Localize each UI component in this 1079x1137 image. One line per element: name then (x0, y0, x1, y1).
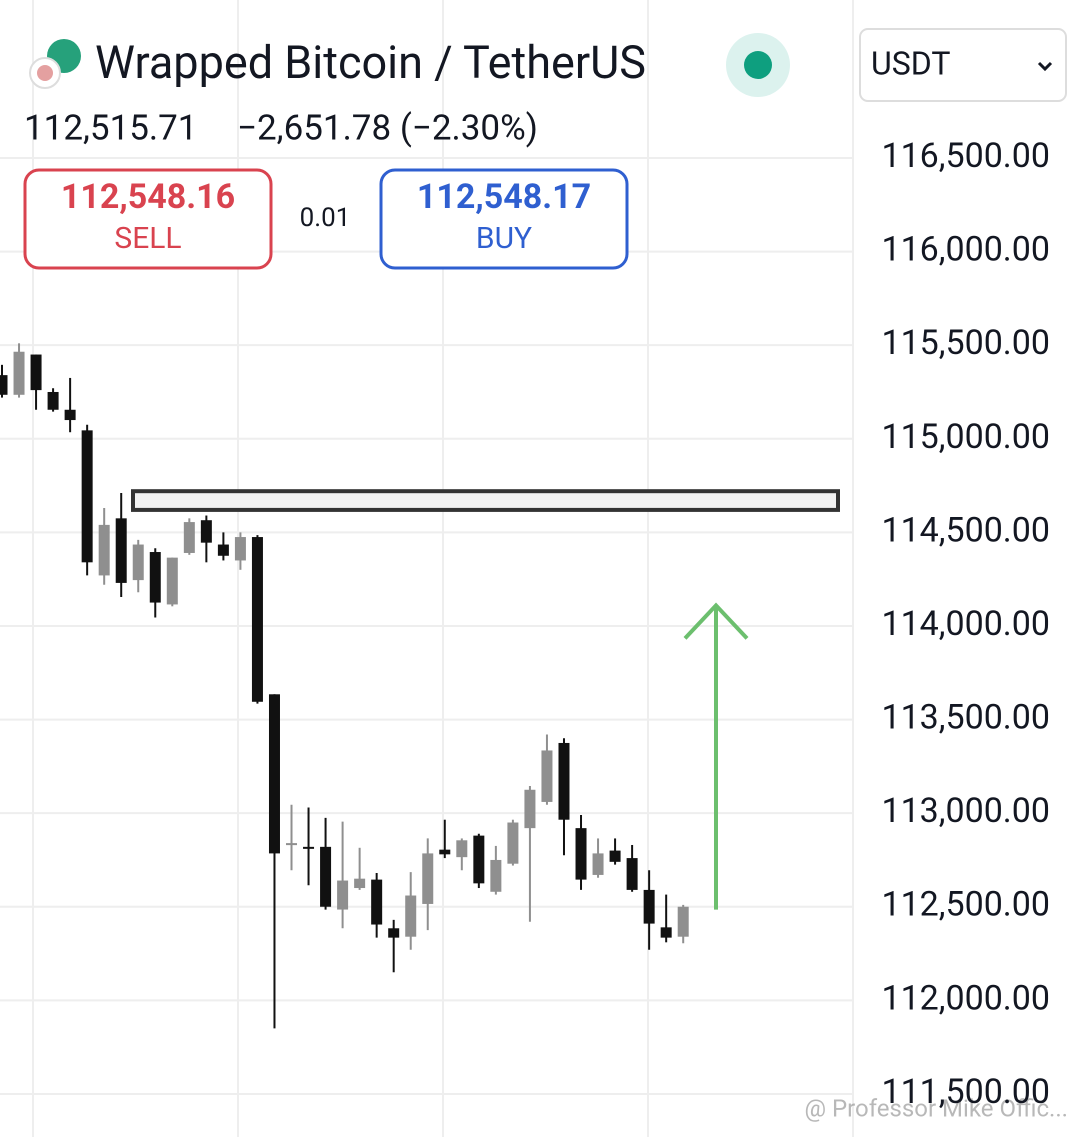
candle-body (320, 846, 332, 907)
candle-body (507, 822, 519, 864)
candle-body (626, 858, 638, 890)
status-dot (744, 51, 772, 79)
candle-body (166, 557, 178, 605)
y-tick-label: 114,000.00 (881, 604, 1050, 644)
price-change: −2,651.78 (−2.30%) (237, 107, 538, 148)
candle-body (132, 544, 144, 581)
resistance-zone (131, 489, 840, 512)
candle-body (251, 537, 263, 702)
candle-body (575, 828, 587, 880)
candle-body (609, 850, 621, 862)
y-tick-label: 112,000.00 (881, 978, 1050, 1018)
y-tick-label: 116,000.00 (881, 230, 1050, 270)
candle-body (660, 927, 672, 938)
marks (0, 343, 840, 1029)
bitcoin-icon-inner (37, 65, 53, 81)
target-arrow (683, 602, 749, 910)
candle-body (115, 518, 127, 583)
watermark: @ Professor Mike Offic... (804, 1094, 1068, 1122)
y-tick-label: 116,500.00 (881, 136, 1050, 176)
candle-body (677, 906, 689, 937)
y-tick-label: 115,500.00 (881, 323, 1050, 363)
candle-body (337, 880, 349, 910)
y-tick-label: 113,000.00 (881, 791, 1050, 831)
y-tick-label: 112,500.00 (881, 885, 1050, 925)
candle-body (388, 928, 400, 938)
y-tick-label: 113,500.00 (881, 698, 1050, 738)
candle-body (490, 859, 502, 892)
candle-body (286, 843, 298, 846)
chart-title: Wrapped Bitcoin / TetherUS (95, 36, 646, 89)
candle-body (473, 835, 485, 884)
candle-body (643, 889, 655, 924)
sell-price: 112,548.16 (61, 177, 235, 217)
buy-button[interactable] (379, 168, 629, 270)
candle-body (64, 409, 76, 421)
candle-body (439, 849, 451, 855)
candle-body (456, 840, 468, 858)
candle-body (422, 853, 434, 904)
candle-body (354, 878, 366, 889)
candle-body (268, 694, 280, 854)
spread: 0.01 (300, 203, 351, 233)
last-price: 112,515.71 (24, 107, 197, 148)
buy-label: BUY (476, 221, 532, 256)
currency-label: USDT (871, 44, 950, 82)
candle-body (0, 375, 8, 395)
sell-button[interactable] (23, 168, 273, 270)
candle-body (200, 520, 212, 543)
dropdown-caret (1037, 61, 1053, 72)
candle-body (371, 879, 383, 925)
y-tick-label: 111,500.00 (881, 1072, 1050, 1112)
candle-body (405, 895, 417, 937)
candle-body (47, 391, 59, 410)
buy-price: 112,548.17 (417, 177, 591, 217)
grid (0, 0, 854, 1137)
candle-body (217, 544, 229, 556)
candle-body (98, 524, 110, 576)
candle-body (524, 789, 536, 829)
candle-body (541, 750, 553, 802)
candle-body (149, 552, 161, 603)
candle-body (303, 846, 315, 849)
y-tick-label: 115,000.00 (881, 417, 1050, 457)
candle-body (30, 354, 42, 391)
candle-body (183, 522, 195, 553)
currency-select[interactable] (859, 28, 1067, 102)
y-tick-label: 114,500.00 (881, 510, 1050, 550)
sell-label: SELL (114, 221, 181, 256)
candle-body (81, 430, 93, 563)
candle-body (592, 853, 604, 875)
candle-body (234, 537, 246, 561)
candle-body (558, 742, 570, 820)
candle-body (13, 351, 25, 395)
